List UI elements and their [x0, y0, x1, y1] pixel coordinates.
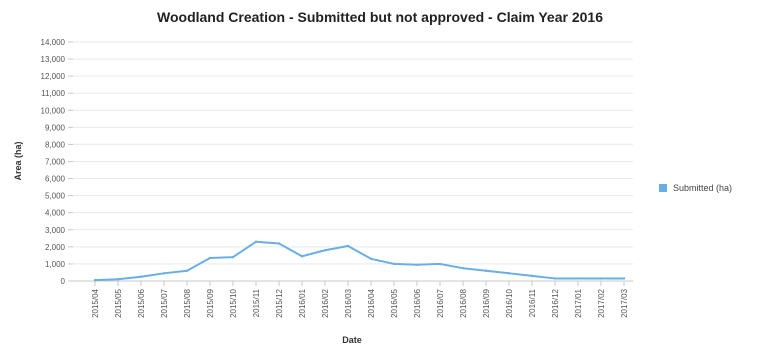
data-point [231, 255, 235, 259]
legend[interactable]: Submitted (ha) [659, 183, 732, 193]
data-point [392, 262, 396, 266]
y-tick-label: 10,000 [41, 106, 66, 115]
data-point [599, 277, 603, 280]
data-point [300, 255, 304, 258]
y-tick-label: 11,000 [41, 89, 65, 98]
y-tick-label: 1,000 [45, 260, 66, 269]
gridlines [73, 41, 633, 265]
data-point [254, 240, 258, 243]
y-tick-label: 12,000 [41, 72, 66, 81]
x-tick-label: 2015/12 [275, 288, 284, 317]
x-tick-label: 2017/02 [597, 288, 606, 317]
x-tick-label: 2016/09 [482, 288, 491, 317]
x-tick-label: 2016/11 [528, 288, 537, 317]
x-tick-label: 2015/04 [91, 288, 100, 317]
y-axis: 0 1,000 2,000 3,000 4,000 5,000 6,000 7,000 8,00… [41, 38, 73, 286]
x-tick-label: 2015/07 [160, 288, 169, 317]
x-tick-label: 2015/10 [229, 288, 238, 317]
y-tick-label: 3,000 [45, 226, 66, 235]
data-point [530, 274, 534, 278]
y-tick-label: 0 [61, 277, 66, 286]
x-axis: 2015/04 2015/05 2015/06 2015/07 2015/08 2015/… [73, 280, 633, 318]
data-point [484, 269, 488, 272]
data-point [185, 269, 189, 272]
data-point [162, 272, 166, 275]
data-point [93, 278, 97, 282]
data-point [415, 263, 419, 266]
y-tick-label: 14,000 [41, 38, 66, 47]
x-tick-label: 2016/04 [367, 288, 376, 317]
y-tick-label: 9,000 [45, 123, 66, 132]
x-tick-label: 2015/05 [114, 288, 123, 317]
x-tick-label: 2016/12 [551, 288, 560, 317]
data-point [208, 256, 212, 260]
series-layer [93, 240, 626, 282]
x-tick-label: 2015/06 [137, 288, 146, 317]
y-tick-label: 2,000 [45, 243, 66, 252]
y-tick-label: 7,000 [45, 158, 66, 167]
y-tick-label: 13,000 [41, 55, 66, 64]
x-tick-label: 2017/01 [574, 288, 583, 317]
data-point [553, 277, 557, 280]
legend-label: Submitted (ha) [673, 183, 732, 193]
y-tick-label: 6,000 [45, 175, 66, 184]
y-tick-label: 5,000 [45, 192, 66, 201]
x-tick-label: 2016/01 [298, 288, 307, 317]
x-tick-label: 2015/11 [252, 288, 261, 317]
x-tick-label: 2016/10 [505, 288, 514, 317]
data-point [369, 257, 373, 261]
y-axis-title: Area (ha) [13, 141, 23, 180]
y-tick-label: 8,000 [45, 140, 66, 149]
data-point [622, 277, 626, 280]
data-point [507, 272, 511, 275]
data-point [139, 275, 143, 278]
x-axis-title: Date [342, 335, 362, 345]
x-tick-label: 2016/07 [436, 288, 445, 317]
x-tick-label: 2016/03 [344, 288, 353, 317]
x-tick-label: 2015/09 [206, 288, 215, 317]
series-line [94, 240, 624, 282]
y-tick-label: 4,000 [45, 209, 66, 218]
chart-title: Woodland Creation - Submitted but not ap… [157, 9, 603, 25]
data-point [116, 278, 120, 281]
legend-swatch [659, 184, 667, 192]
x-tick-label: 2016/05 [390, 288, 399, 317]
data-point [576, 277, 580, 280]
data-point [438, 262, 442, 266]
x-tick-label: 2016/02 [321, 288, 330, 317]
x-tick-label: 2016/06 [413, 288, 422, 317]
x-tick-label: 2017/03 [620, 288, 629, 317]
data-point [346, 244, 350, 248]
data-point [461, 266, 465, 270]
data-point [323, 249, 327, 252]
x-tick-label: 2016/08 [459, 288, 468, 317]
data-point [277, 242, 281, 245]
x-tick-label: 2015/08 [183, 288, 192, 317]
